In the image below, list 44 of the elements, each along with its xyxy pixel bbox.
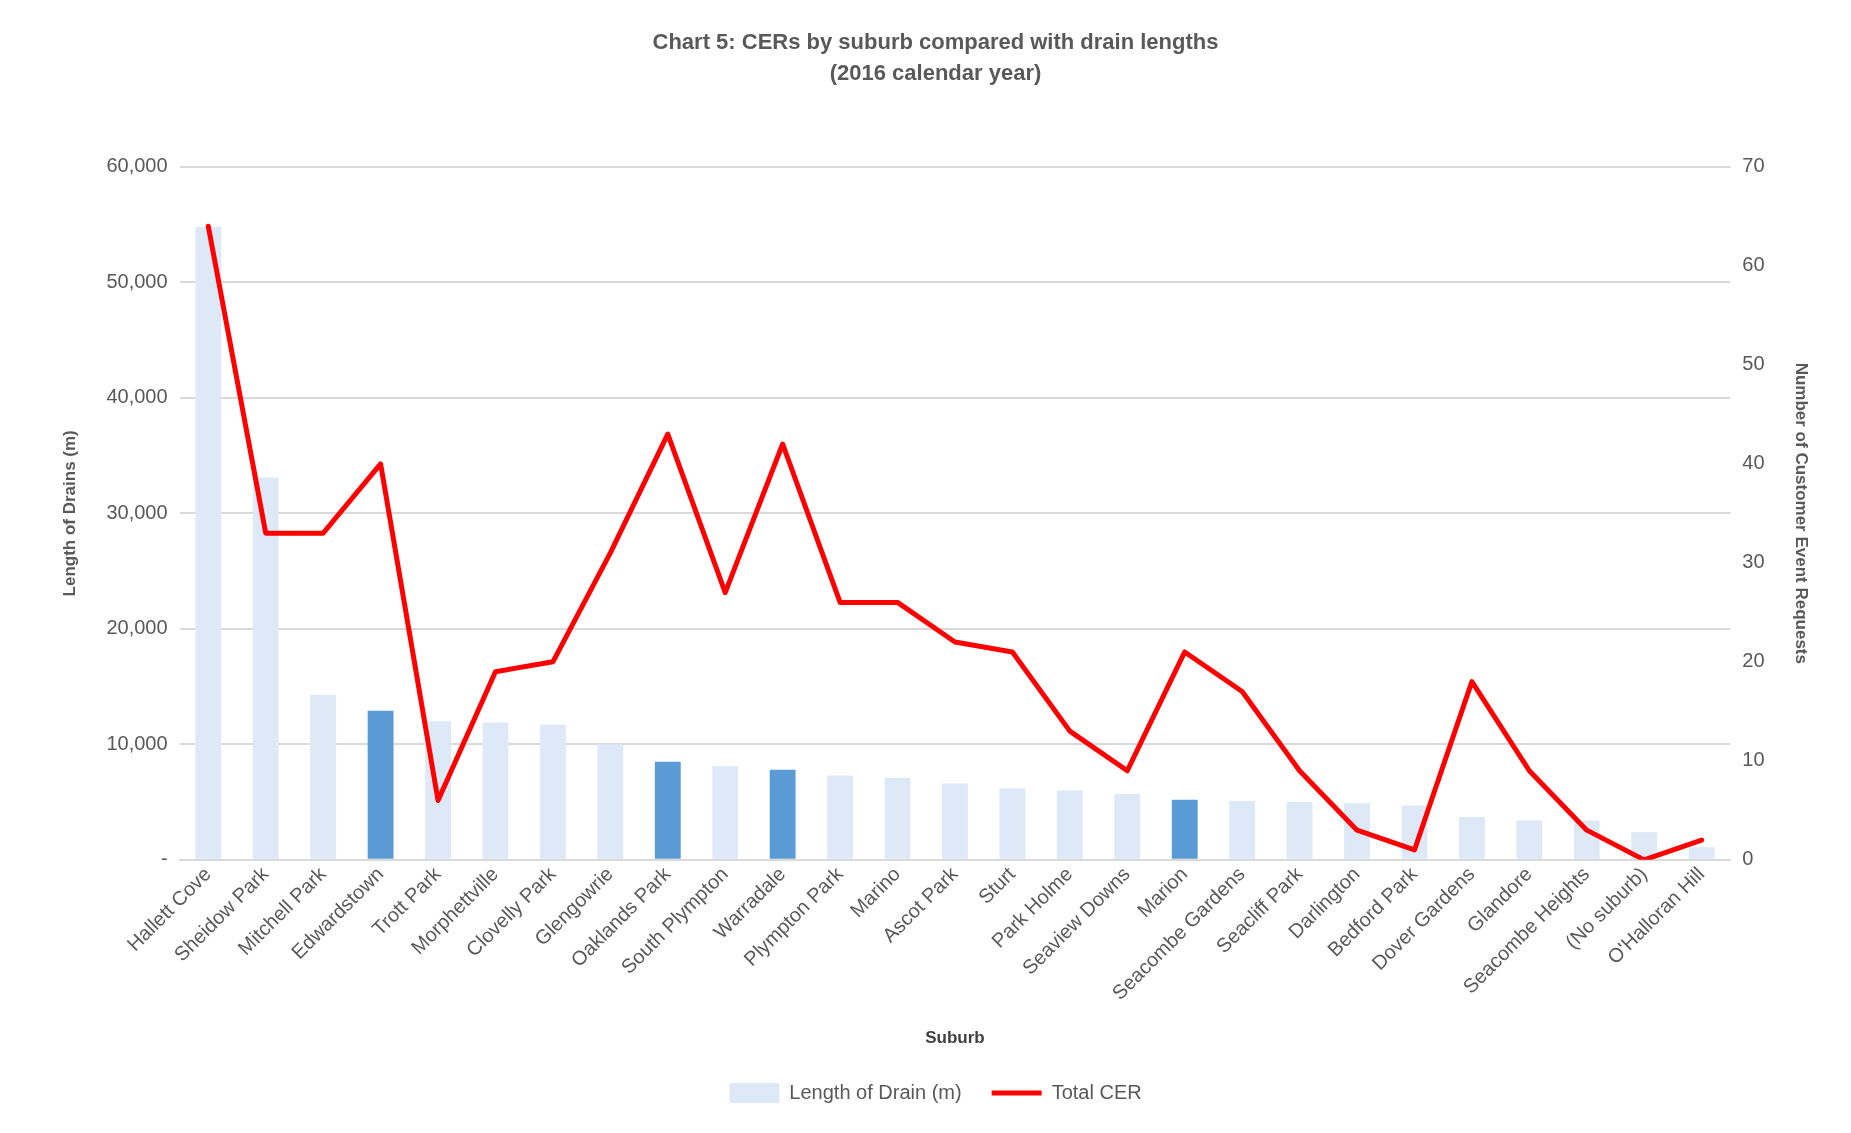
bar [252, 477, 279, 859]
bar [1516, 820, 1543, 859]
chart-title: Chart 5: CERs by suburb compared with drain lengths [652, 29, 1219, 55]
bar [1056, 790, 1083, 859]
bar [310, 694, 337, 859]
y2-tick-label: 70 [1742, 154, 1765, 177]
y-tick-label: 40,000 [106, 385, 168, 408]
y2-tick-label: 50 [1742, 352, 1765, 375]
bar [1171, 799, 1198, 859]
y-tick-label: - [160, 847, 168, 870]
y2-tick-label: 20 [1742, 649, 1765, 672]
bar [1286, 802, 1313, 859]
bar [827, 775, 854, 859]
legend-label: Length of Drain (m) [789, 1080, 962, 1103]
y2-tick-label: 40 [1742, 451, 1765, 474]
bar [999, 788, 1026, 859]
y2-tick-label: 0 [1742, 847, 1754, 870]
bar [769, 769, 796, 859]
y-tick-label: 60,000 [106, 154, 168, 177]
y-axis-title: Length of Drains (m) [59, 430, 79, 597]
bar [367, 710, 394, 859]
bar [482, 722, 509, 859]
bar [712, 766, 739, 859]
bar [1458, 817, 1485, 859]
bar [539, 724, 566, 859]
bar [195, 226, 222, 859]
legend-label: Total CER [1051, 1080, 1142, 1103]
bar [597, 744, 624, 859]
y-tick-label: 50,000 [106, 269, 168, 292]
bar [1229, 800, 1256, 859]
y2-tick-label: 60 [1742, 253, 1765, 276]
y2-tick-label: 10 [1742, 748, 1765, 771]
x-axis-title: Suburb [925, 1028, 985, 1048]
bar [1688, 847, 1715, 859]
bar [942, 783, 968, 859]
y2-tick-label: 30 [1742, 550, 1765, 573]
chart-subtitle: (2016 calendar year) [829, 59, 1042, 85]
y-tick-label: 10,000 [106, 731, 168, 754]
bar [1114, 794, 1141, 859]
y-tick-label: 30,000 [106, 500, 168, 523]
y-tick-label: 20,000 [106, 616, 168, 639]
y2-axis-title: Number of Customer Event Requests [1792, 362, 1812, 664]
bar [884, 777, 911, 859]
bar [654, 761, 681, 859]
